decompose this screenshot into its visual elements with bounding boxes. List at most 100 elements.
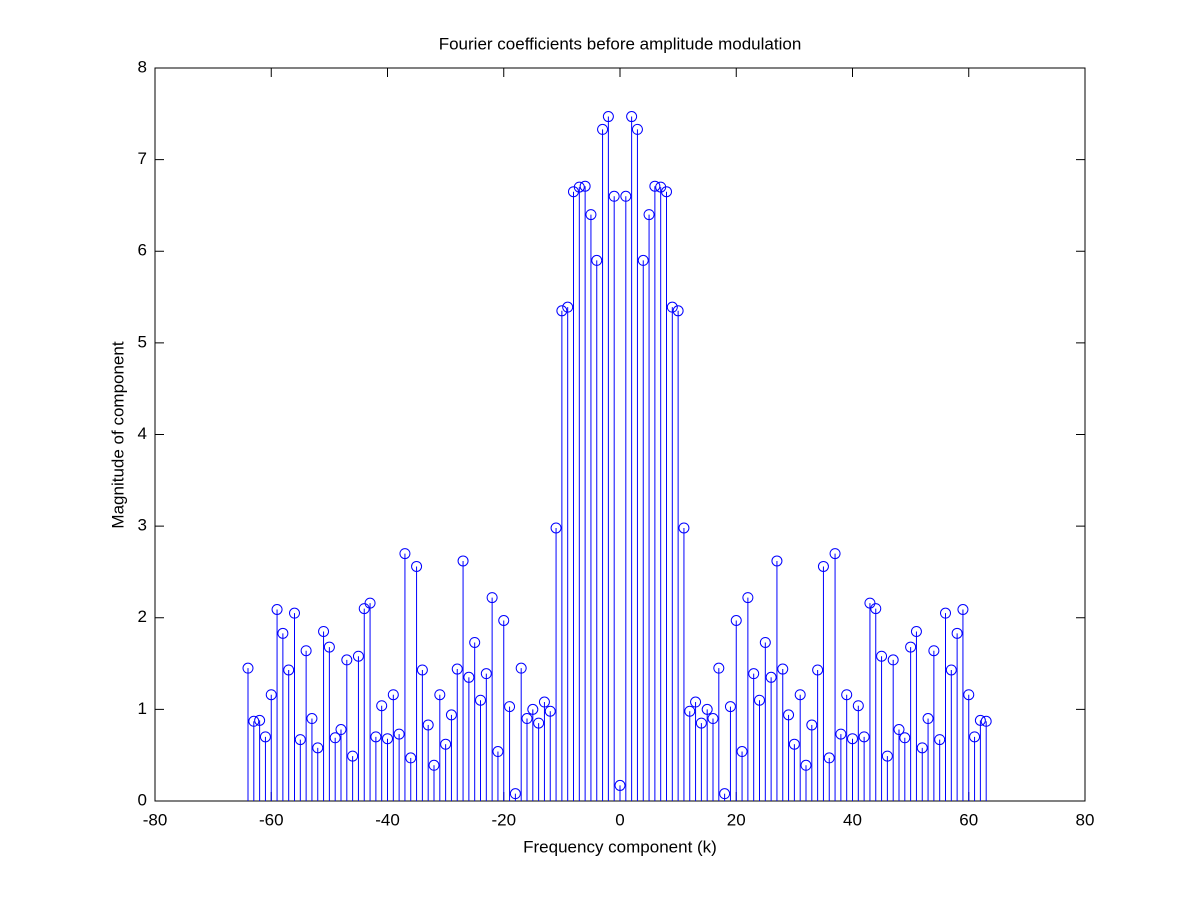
y-tick-label: 0	[138, 790, 147, 809]
stem-marker	[335, 724, 347, 736]
stem-marker	[411, 560, 423, 572]
stem-marker	[893, 724, 905, 736]
stem-marker	[969, 731, 981, 743]
stem-marker	[533, 717, 545, 729]
y-tick-label: 1	[138, 699, 147, 718]
stem-marker	[591, 254, 603, 266]
stem-marker	[562, 301, 574, 313]
stem-marker	[393, 728, 405, 740]
x-tick-label: -40	[375, 810, 400, 829]
stem-marker	[318, 625, 330, 637]
stem-marker	[916, 742, 928, 754]
stem-marker	[858, 731, 870, 743]
stem-marker	[434, 689, 446, 701]
stem-marker	[777, 663, 789, 675]
stem-marker	[881, 750, 893, 762]
stem-marker	[637, 254, 649, 266]
stem-marker	[608, 190, 620, 202]
stem-marker	[428, 759, 440, 771]
stem-marker	[306, 713, 318, 725]
y-tick-label: 7	[138, 149, 147, 168]
stem-marker	[864, 597, 876, 609]
stem-marker	[783, 709, 795, 721]
stem-marker	[835, 728, 847, 740]
stem-marker	[294, 734, 306, 746]
y-tick-label: 2	[138, 607, 147, 626]
x-tick-label: 60	[959, 810, 978, 829]
stem-marker	[905, 641, 917, 653]
stem-marker	[527, 703, 539, 715]
stem-marker	[713, 662, 725, 674]
x-tick-label: 20	[727, 810, 746, 829]
stem-marker	[812, 664, 824, 676]
stem-marker	[265, 689, 277, 701]
stem-marker	[620, 190, 632, 202]
stem-marker	[457, 555, 469, 567]
stem-marker	[672, 305, 684, 317]
stem-marker	[643, 209, 655, 221]
stem-marker	[661, 186, 672, 198]
stem-marker	[451, 663, 463, 675]
stem-marker	[445, 709, 457, 721]
stem-marker	[602, 111, 614, 123]
stem-marker	[573, 181, 585, 193]
stem-marker	[806, 719, 818, 731]
stem-marker	[771, 555, 783, 567]
stem-marker	[631, 123, 643, 135]
stem-marker	[271, 604, 283, 616]
stem-marker	[649, 180, 661, 192]
stem-marker	[678, 522, 690, 534]
stem-marker	[963, 689, 975, 701]
stem-marker	[422, 719, 434, 731]
stem-marker	[352, 650, 364, 662]
stem-marker	[788, 738, 800, 750]
stem-marker	[684, 705, 696, 717]
stem-marker	[538, 696, 550, 708]
stem-marker	[852, 700, 864, 712]
stem-marker	[283, 664, 295, 676]
stem-marker	[626, 111, 638, 123]
stem-marker	[765, 671, 777, 683]
stem-marker	[382, 733, 393, 745]
stem-marker	[887, 654, 899, 666]
y-tick-label: 5	[138, 332, 147, 351]
stem-marker	[928, 645, 940, 657]
stem-marker	[980, 715, 992, 727]
stem-marker	[544, 705, 556, 717]
y-axis-label: Magnitude of component	[108, 341, 127, 528]
x-tick-label: 0	[615, 810, 624, 829]
stem-marker	[736, 746, 748, 758]
stem-marker	[323, 641, 335, 653]
stem-marker	[719, 788, 731, 800]
stem-marker	[329, 732, 341, 744]
stem-marker	[556, 305, 568, 317]
stem-marker	[463, 671, 475, 683]
x-tick-label: -60	[259, 810, 284, 829]
x-tick-label: -80	[143, 810, 168, 829]
stem-marker	[376, 700, 388, 712]
stem-marker	[469, 636, 481, 648]
stem-marker	[300, 645, 312, 657]
stem-marker	[248, 715, 260, 727]
stem-marker	[829, 548, 841, 560]
stem-marker	[387, 689, 399, 701]
y-tick-label: 4	[138, 424, 147, 443]
stem-marker	[847, 733, 858, 745]
stem-marker	[817, 560, 829, 572]
stem-marker	[254, 714, 266, 726]
stem-marker	[579, 180, 591, 192]
stem-marker	[498, 614, 510, 626]
stem-marker	[364, 597, 376, 609]
stem-marker	[876, 650, 888, 662]
stem-marker	[242, 662, 254, 674]
stem-marker	[341, 654, 353, 666]
stem-marker	[754, 694, 765, 706]
stem-marker	[707, 713, 719, 725]
y-tick-label: 6	[138, 241, 147, 260]
stem-marker	[492, 746, 504, 758]
stem-marker	[823, 752, 835, 764]
stem-marker	[289, 607, 300, 619]
stem-marker	[748, 668, 760, 680]
y-tick-label: 3	[138, 516, 147, 535]
